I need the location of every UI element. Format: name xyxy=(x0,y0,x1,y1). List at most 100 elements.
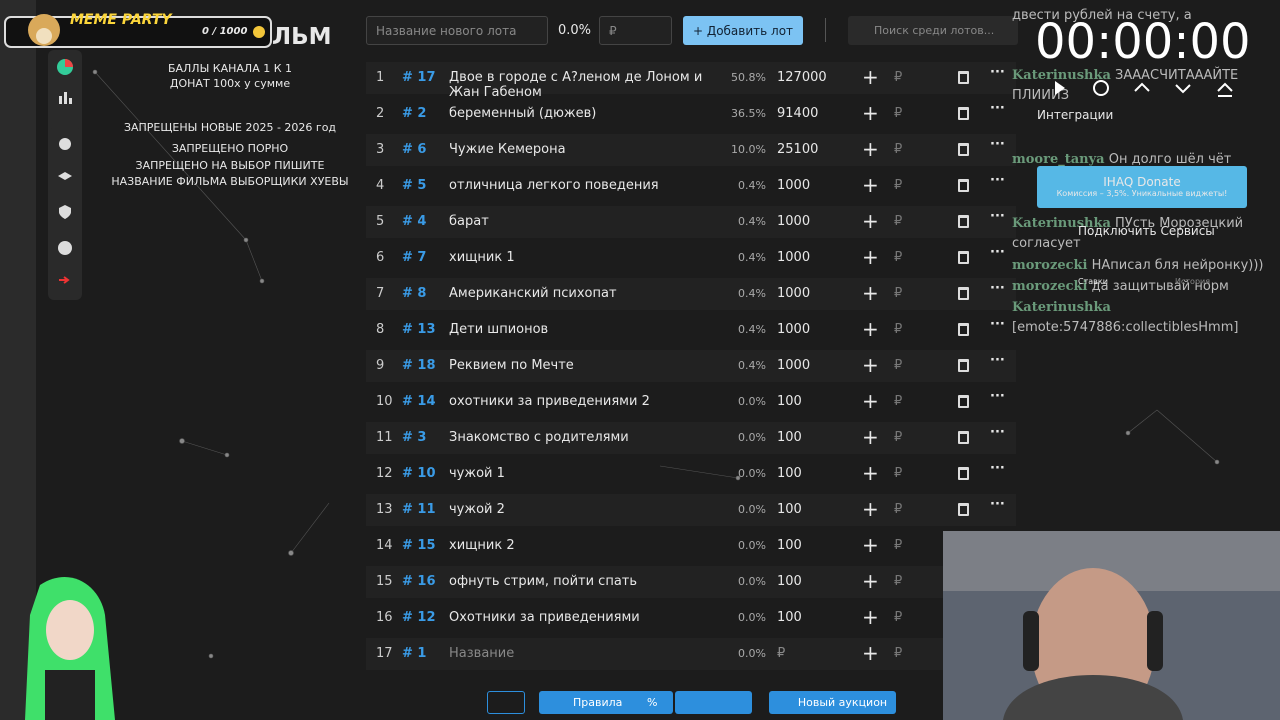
lot-amount: 1000 xyxy=(777,286,811,301)
delete[interactable] xyxy=(958,503,969,516)
add-bid[interactable]: + xyxy=(862,101,879,125)
lot-percent: 0.0% xyxy=(738,611,766,624)
currency: ₽ xyxy=(894,394,903,409)
sort-buttons[interactable] xyxy=(675,691,752,714)
delete[interactable] xyxy=(958,215,969,228)
percent-label: % xyxy=(647,696,658,709)
lot-amount: 1000 xyxy=(777,178,811,193)
currency: ₽ xyxy=(894,538,903,553)
delete[interactable] xyxy=(958,107,969,120)
add-button[interactable]: + Добавить лот xyxy=(683,16,803,45)
donate-card[interactable]: IHAQ Donate Комиссия – 3,5%. Уникальные в… xyxy=(1037,166,1247,208)
add-bid[interactable]: + xyxy=(862,281,879,305)
add-bid[interactable]: + xyxy=(862,533,879,557)
lot-index: 12 xyxy=(376,466,393,481)
lot-index: 17 xyxy=(376,646,393,661)
add-bid[interactable]: + xyxy=(862,245,879,269)
more[interactable]: ··· xyxy=(990,209,1005,224)
lot-name: Дети шпионов xyxy=(449,322,549,337)
lot-row: 1 # 17 Двое в городе с А?леном де Лоном и … xyxy=(366,62,1016,100)
points: 0 / 1000 xyxy=(202,26,248,37)
add-bid[interactable]: + xyxy=(862,425,879,449)
add-label: Добавить лот xyxy=(706,24,794,38)
delete[interactable] xyxy=(958,467,969,480)
delete[interactable] xyxy=(958,359,969,372)
chat-text: ПУсть Морозецкий согласует xyxy=(1012,216,1244,251)
lot-id: # 7 xyxy=(402,250,427,265)
chat-user: moore_tanya xyxy=(1012,152,1105,167)
chat-text: НАписал бля нейронку))) xyxy=(1091,258,1264,273)
board-title: ЛЬМ xyxy=(272,24,332,50)
lot-id: # 16 xyxy=(402,574,436,589)
more[interactable]: ··· xyxy=(990,173,1005,188)
connect[interactable]: Подключить Сервисы xyxy=(1078,224,1215,238)
tab[interactable]: Ставки xyxy=(1078,277,1108,286)
currency: ₽ xyxy=(894,250,903,265)
add-bid[interactable]: + xyxy=(862,605,879,629)
chat-text: Он долго шёл чёт xyxy=(1108,152,1232,167)
lot-id: # 14 xyxy=(402,394,436,409)
more[interactable]: ··· xyxy=(990,497,1005,512)
add-bid[interactable]: + xyxy=(862,461,879,485)
more[interactable]: ··· xyxy=(990,65,1005,80)
more[interactable]: ··· xyxy=(990,317,1005,332)
more[interactable]: ··· xyxy=(990,353,1005,368)
lot-id: # 1 xyxy=(402,646,427,661)
lot-row: 3 # 6 Чужие Кемерона 10.0% 25100 + ₽ ··· xyxy=(366,134,1016,166)
search[interactable]: Поиск среди лотов... xyxy=(848,16,1018,45)
lot-amount: 1000 xyxy=(777,214,811,229)
chat-text: двести рублей на счету, а xyxy=(1012,8,1192,23)
more[interactable]: ··· xyxy=(990,281,1005,296)
lot-name: хищник 1 xyxy=(449,250,515,265)
lot-percent: 0.0% xyxy=(738,503,766,516)
add-bid[interactable]: + xyxy=(862,353,879,377)
add-bid[interactable]: + xyxy=(862,641,879,665)
add-bid[interactable]: + xyxy=(862,497,879,521)
amount-input[interactable]: ₽ xyxy=(599,16,672,45)
doge xyxy=(28,14,60,46)
lot-amount: 100 xyxy=(777,394,802,409)
rules-button[interactable]: Правила% xyxy=(539,691,673,714)
add-bid[interactable]: + xyxy=(862,317,879,341)
add-bid[interactable]: + xyxy=(862,65,879,89)
more[interactable]: ··· xyxy=(990,389,1005,404)
more[interactable]: ··· xyxy=(990,461,1005,476)
more[interactable]: ··· xyxy=(990,137,1005,152)
lot-amount: 100 xyxy=(777,538,802,553)
chat-message: Katerinushka [emote:5747886:collectibles… xyxy=(1012,298,1274,338)
more[interactable]: ··· xyxy=(990,245,1005,260)
delete[interactable] xyxy=(958,71,969,84)
lot-percent: 0.0% xyxy=(738,467,766,480)
more[interactable]: ··· xyxy=(990,425,1005,440)
lot-id: # 6 xyxy=(402,142,427,157)
tab[interactable]: История xyxy=(1175,277,1211,286)
currency: ₽ xyxy=(894,502,903,517)
delete[interactable] xyxy=(958,323,969,336)
lot-row: 10 # 14 охотники за приведениями 2 0.0% 100 +… xyxy=(366,386,1016,418)
save-button[interactable] xyxy=(487,691,525,714)
add-bid[interactable]: + xyxy=(862,209,879,233)
more[interactable]: ··· xyxy=(990,101,1005,116)
delete[interactable] xyxy=(958,143,969,156)
add-bid[interactable]: + xyxy=(862,137,879,161)
donate-title: IHAQ Donate xyxy=(1103,175,1181,189)
lot-index: 5 xyxy=(376,214,385,229)
rule-line: ЗАПРЕЩЕНЫ НОВЫЕ 2025 - 2026 год xyxy=(123,121,337,134)
integrations[interactable]: Интеграции xyxy=(1037,108,1114,122)
add-bid[interactable]: + xyxy=(862,569,879,593)
delete[interactable] xyxy=(958,179,969,192)
delete[interactable] xyxy=(958,431,969,444)
lot-id: # 5 xyxy=(402,178,427,193)
new-auction[interactable]: Новый аукцион xyxy=(769,691,896,714)
delete[interactable] xyxy=(958,287,969,300)
rule-line: БАЛЛЫ КАНАЛА 1 К 1 xyxy=(167,62,293,75)
name-input[interactable]: Название нового лота xyxy=(366,16,548,45)
delete[interactable] xyxy=(958,395,969,408)
add-bid[interactable]: + xyxy=(862,389,879,413)
add-bid[interactable]: + xyxy=(862,173,879,197)
delete[interactable] xyxy=(958,251,969,264)
lot-name: офнуть стрим, пойти спать xyxy=(449,574,638,589)
